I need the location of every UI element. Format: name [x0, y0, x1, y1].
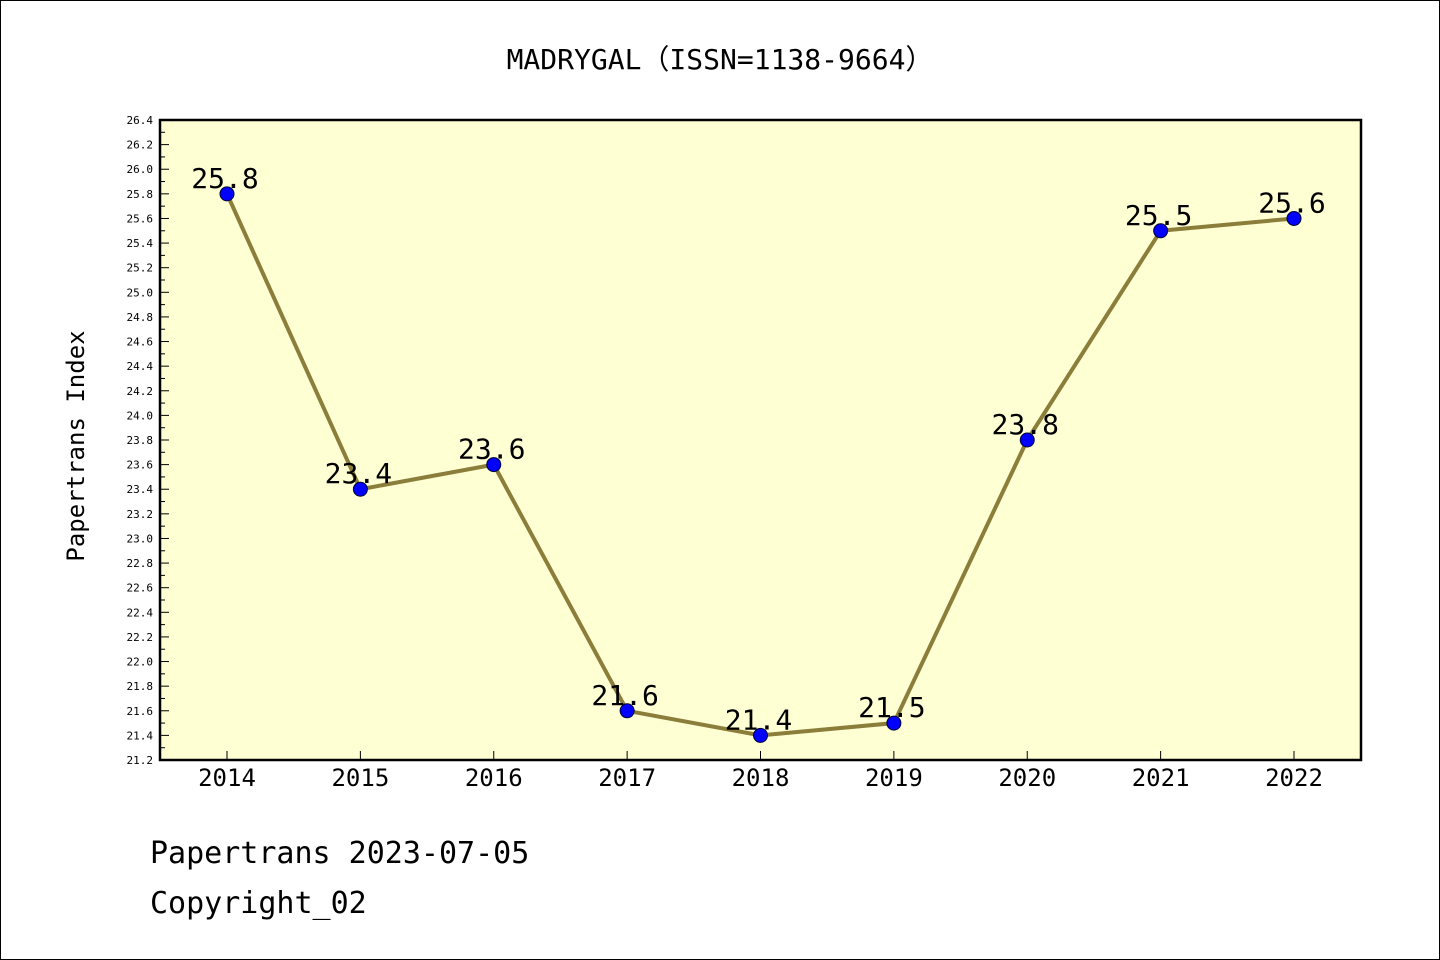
y-tick-label: 23.8	[127, 434, 154, 447]
y-tick-label: 23.0	[127, 532, 154, 545]
y-tick-label: 22.8	[127, 557, 154, 570]
y-tick-label: 25.2	[127, 262, 154, 275]
y-tick-label: 22.0	[127, 656, 154, 669]
x-tick-label: 2018	[732, 764, 790, 792]
data-point	[753, 727, 768, 743]
chart-title: MADRYGAL（ISSN=1138-9664）	[506, 43, 934, 76]
y-tick-label: 26.2	[127, 139, 154, 152]
data-label: 21.5	[858, 691, 925, 724]
data-label: 25.6	[1258, 186, 1325, 219]
x-tick-label: 2017	[598, 764, 656, 792]
y-tick-label: 25.6	[127, 212, 154, 225]
y-tick-label: 23.2	[127, 508, 154, 521]
x-tick-label: 2020	[998, 764, 1056, 792]
footer-copyright: Copyright_02	[150, 886, 367, 921]
x-tick-label: 2014	[198, 764, 256, 792]
y-tick-label: 21.2	[127, 754, 154, 767]
data-point	[619, 703, 635, 719]
y-tick-label: 24.6	[127, 336, 154, 349]
y-tick-label: 21.6	[127, 705, 154, 718]
plot-border	[158, 118, 1363, 762]
y-tick-label: 23.4	[127, 483, 154, 496]
y-tick-label: 24.0	[127, 409, 154, 422]
data-label: 23.8	[992, 408, 1059, 441]
data-point	[352, 481, 368, 497]
y-tick-label: 26.4	[127, 114, 154, 127]
data-point	[219, 186, 235, 202]
y-tick-label: 25.8	[127, 188, 154, 201]
y-tick-label: 21.4	[127, 729, 154, 742]
y-tick-label: 22.6	[127, 582, 154, 595]
x-tick-label: 2022	[1265, 764, 1323, 792]
y-tick-label: 25.4	[127, 237, 154, 250]
y-tick-label: 23.6	[127, 459, 154, 472]
footer-date: Papertrans 2023-07-05	[150, 836, 530, 871]
data-label: 25.8	[191, 162, 258, 195]
y-tick-label: 21.8	[127, 680, 154, 693]
data-point	[1153, 223, 1169, 239]
data-label: 21.6	[591, 679, 658, 712]
data-label: 25.5	[1125, 199, 1192, 232]
x-tick-label: 2019	[865, 764, 923, 792]
y-tick-label: 22.4	[127, 606, 154, 619]
y-tick-label: 26.0	[127, 163, 154, 176]
data-label: 23.4	[325, 457, 392, 490]
data-label: 23.6	[458, 433, 525, 466]
x-tick-label: 2015	[331, 764, 389, 792]
y-tick-label: 22.2	[127, 631, 154, 644]
data-point	[486, 457, 502, 473]
x-tick-label: 2021	[1132, 764, 1190, 792]
y-tick-label: 25.0	[127, 286, 154, 299]
data-point	[886, 715, 902, 731]
y-tick-label: 24.8	[127, 311, 154, 324]
x-tick-label: 2016	[465, 764, 523, 792]
data-point	[1019, 432, 1035, 448]
y-tick-label: 24.4	[127, 360, 154, 373]
data-point	[1286, 210, 1302, 226]
data-label: 21.4	[725, 703, 792, 736]
y-tick-label: 24.2	[127, 385, 154, 398]
